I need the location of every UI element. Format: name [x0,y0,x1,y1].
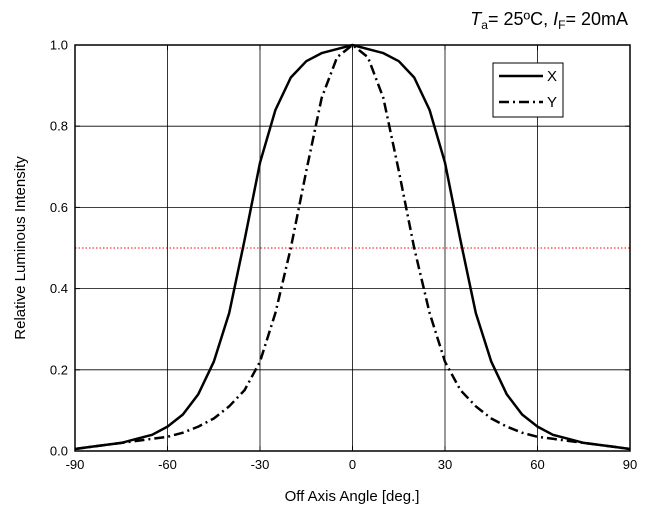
x-tick-label: 30 [438,457,452,472]
y-tick-label: 0.6 [50,200,68,215]
legend-label-x: X [547,68,557,85]
y-tick-label: 1.0 [50,38,68,53]
x-tick-label: -90 [66,457,85,472]
y-tick-label: 0.4 [50,281,68,296]
y-tick-label: 0.2 [50,362,68,377]
y-axis-label: Relative Luminous Intensity [12,156,29,340]
ta-value: = 25ºC, [488,9,553,29]
x-axis-label: Off Axis Angle [deg.] [285,488,420,505]
legend-label-y: Y [547,94,557,111]
x-tick-label: 0 [349,457,356,472]
if-symbol: I [553,9,558,29]
legend-box [492,62,564,118]
x-tick-label: -30 [251,457,270,472]
y-tick-label: 0.8 [50,119,68,134]
if-subscript: F [558,18,565,32]
axis-ticks: -90 -60 -30 0 30 60 90 0.0 0.2 0.4 0.6 0.8 1.0 [50,38,637,473]
x-tick-label: -60 [158,457,177,472]
if-value: = 20mA [565,9,628,29]
legend: XY [492,62,564,118]
conditions-annotation: Ta= 25ºC, IF= 20mA [470,9,628,32]
ta-subscript: a [481,18,488,32]
x-tick-label: 60 [530,457,544,472]
x-tick-label: 90 [623,457,637,472]
ta-symbol: T [470,9,483,29]
y-tick-label: 0.0 [50,444,68,459]
